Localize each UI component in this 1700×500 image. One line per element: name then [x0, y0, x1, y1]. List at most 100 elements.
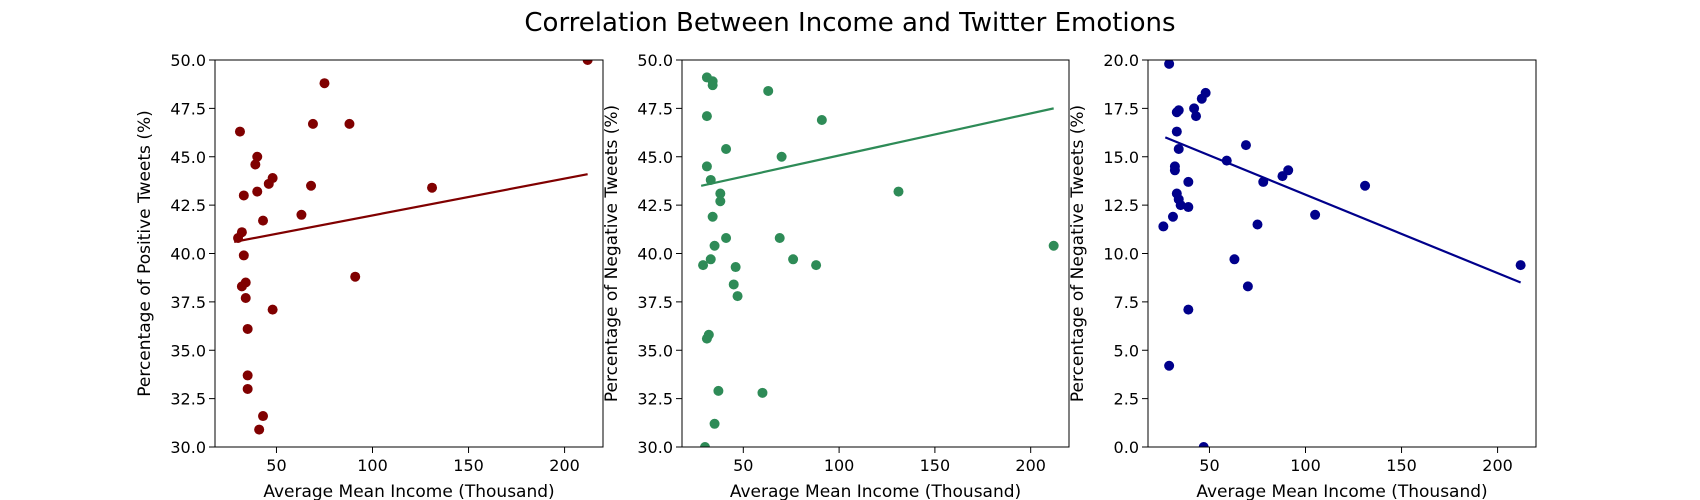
- data-point: [788, 254, 799, 265]
- data-point: [258, 215, 269, 226]
- data-point: [1191, 111, 1202, 122]
- trend-line: [1164, 136, 1522, 284]
- x-tick-label: 200: [549, 456, 580, 475]
- y-tick-label: 10.0: [1103, 245, 1139, 264]
- data-point: [757, 387, 768, 398]
- y-tick-label: 50.0: [170, 51, 206, 70]
- x-tick-label: 150: [1386, 456, 1417, 475]
- x-tick-label: 150: [453, 456, 484, 475]
- y-tick-label: 0.0: [1114, 438, 1139, 457]
- data-point: [252, 151, 263, 162]
- data-point: [258, 411, 269, 422]
- trend-line: [700, 107, 1054, 187]
- x-tick-label: 200: [1015, 456, 1046, 475]
- data-point: [296, 209, 307, 220]
- data-point: [1252, 219, 1263, 230]
- data-point: [811, 260, 822, 271]
- data-point: [1169, 165, 1180, 176]
- data-point: [776, 151, 787, 162]
- data-point: [582, 60, 593, 65]
- data-point: [732, 291, 743, 302]
- data-point: [701, 111, 712, 122]
- data-point: [238, 190, 249, 201]
- y-tick-label: 37.5: [170, 293, 206, 312]
- x-tick-label: 150: [920, 456, 951, 475]
- scatter-panel-1: 50 100 150 200 30.0 32.5 35.0 37.5 40.0 42.5 45.0 4…: [135, 51, 604, 500]
- y-tick-label: 7.5: [1114, 293, 1139, 312]
- data-point: [705, 254, 716, 265]
- y-tick-label: 35.0: [637, 341, 673, 360]
- data-point: [699, 442, 710, 447]
- data-point: [242, 323, 253, 334]
- y-tick-label: 40.0: [637, 245, 673, 264]
- data-point: [1173, 144, 1184, 155]
- plot-frame: [1147, 59, 1537, 448]
- data-point: [1164, 60, 1175, 69]
- data-point: [344, 118, 355, 129]
- data-point: [709, 418, 720, 429]
- y-tick-label: 2.5: [1114, 390, 1139, 409]
- data-point: [1048, 240, 1059, 251]
- data-point: [1196, 93, 1207, 104]
- x-tick-label: 100: [824, 456, 855, 475]
- data-point: [816, 114, 827, 125]
- data-point: [1515, 260, 1526, 271]
- data-point: [427, 182, 438, 193]
- scatter-panel-3: 50 100 150 200 0.0 2.5 5.0 7.5 10.0 12.5 15.0 17.5 2…: [1068, 51, 1537, 500]
- data-point: [1242, 281, 1253, 292]
- data-point: [1171, 126, 1182, 137]
- data-point: [721, 233, 732, 244]
- data-point: [715, 196, 726, 207]
- plot-area: [698, 72, 1059, 447]
- trend-line: [234, 173, 588, 243]
- y-tick-label: 45.0: [170, 148, 206, 167]
- x-tick-label: 200: [1482, 456, 1513, 475]
- data-point: [707, 211, 718, 222]
- y-axis-label: Percentage of Positive Tweets (%): [135, 110, 155, 397]
- chart-panels: 50 100 150 200 30.0 32.5 35.0 37.5 40.0 42.5 45.0 4…: [135, 51, 1537, 500]
- data-point: [1183, 176, 1194, 187]
- y-tick-label: 47.5: [170, 99, 206, 118]
- data-point: [730, 262, 741, 273]
- data-point: [306, 180, 317, 191]
- data-point: [350, 271, 361, 282]
- figure-title: Correlation Between Income and Twitter E…: [524, 8, 1175, 38]
- data-point: [238, 250, 249, 261]
- data-point: [234, 126, 245, 137]
- data-point: [254, 424, 265, 435]
- data-point: [236, 281, 247, 292]
- data-point: [1171, 107, 1182, 118]
- data-point: [1277, 171, 1288, 182]
- y-tick-label: 40.0: [170, 245, 206, 264]
- y-tick-label: 50.0: [637, 51, 673, 70]
- data-point: [728, 279, 739, 290]
- y-tick-label: 30.0: [637, 438, 673, 457]
- data-point: [698, 260, 709, 271]
- y-tick-label: 35.0: [170, 341, 206, 360]
- data-point: [1229, 254, 1240, 265]
- y-tick-label: 12.5: [1103, 196, 1139, 215]
- data-point: [1183, 304, 1194, 315]
- data-point: [713, 385, 724, 396]
- y-tick-label: 32.5: [637, 390, 673, 409]
- data-point: [240, 293, 251, 304]
- data-point: [715, 188, 726, 199]
- scatter-panel-2: 50 100 150 200 30.0 32.5 35.0 37.5 40.0 42.5 45.0 4…: [602, 51, 1070, 500]
- y-axis-label: Percentage of Negative Tweets (%): [1068, 105, 1088, 402]
- x-axis-label: Average Mean Income (Thousand): [730, 482, 1021, 500]
- data-point: [242, 383, 253, 394]
- x-tick-label: 50: [1199, 456, 1219, 475]
- plot-frame: [681, 59, 1070, 448]
- data-point: [267, 304, 278, 315]
- x-axis-label: Average Mean Income (Thousand): [1196, 482, 1487, 500]
- y-tick-label: 37.5: [637, 293, 673, 312]
- y-tick-label: 32.5: [170, 390, 206, 409]
- x-axis-label: Average Mean Income (Thousand): [263, 482, 554, 500]
- data-point: [1189, 103, 1200, 114]
- data-point: [1164, 360, 1175, 371]
- data-point: [250, 159, 261, 170]
- x-tick-label: 50: [733, 456, 753, 475]
- data-point: [709, 240, 720, 251]
- data-point: [893, 186, 904, 197]
